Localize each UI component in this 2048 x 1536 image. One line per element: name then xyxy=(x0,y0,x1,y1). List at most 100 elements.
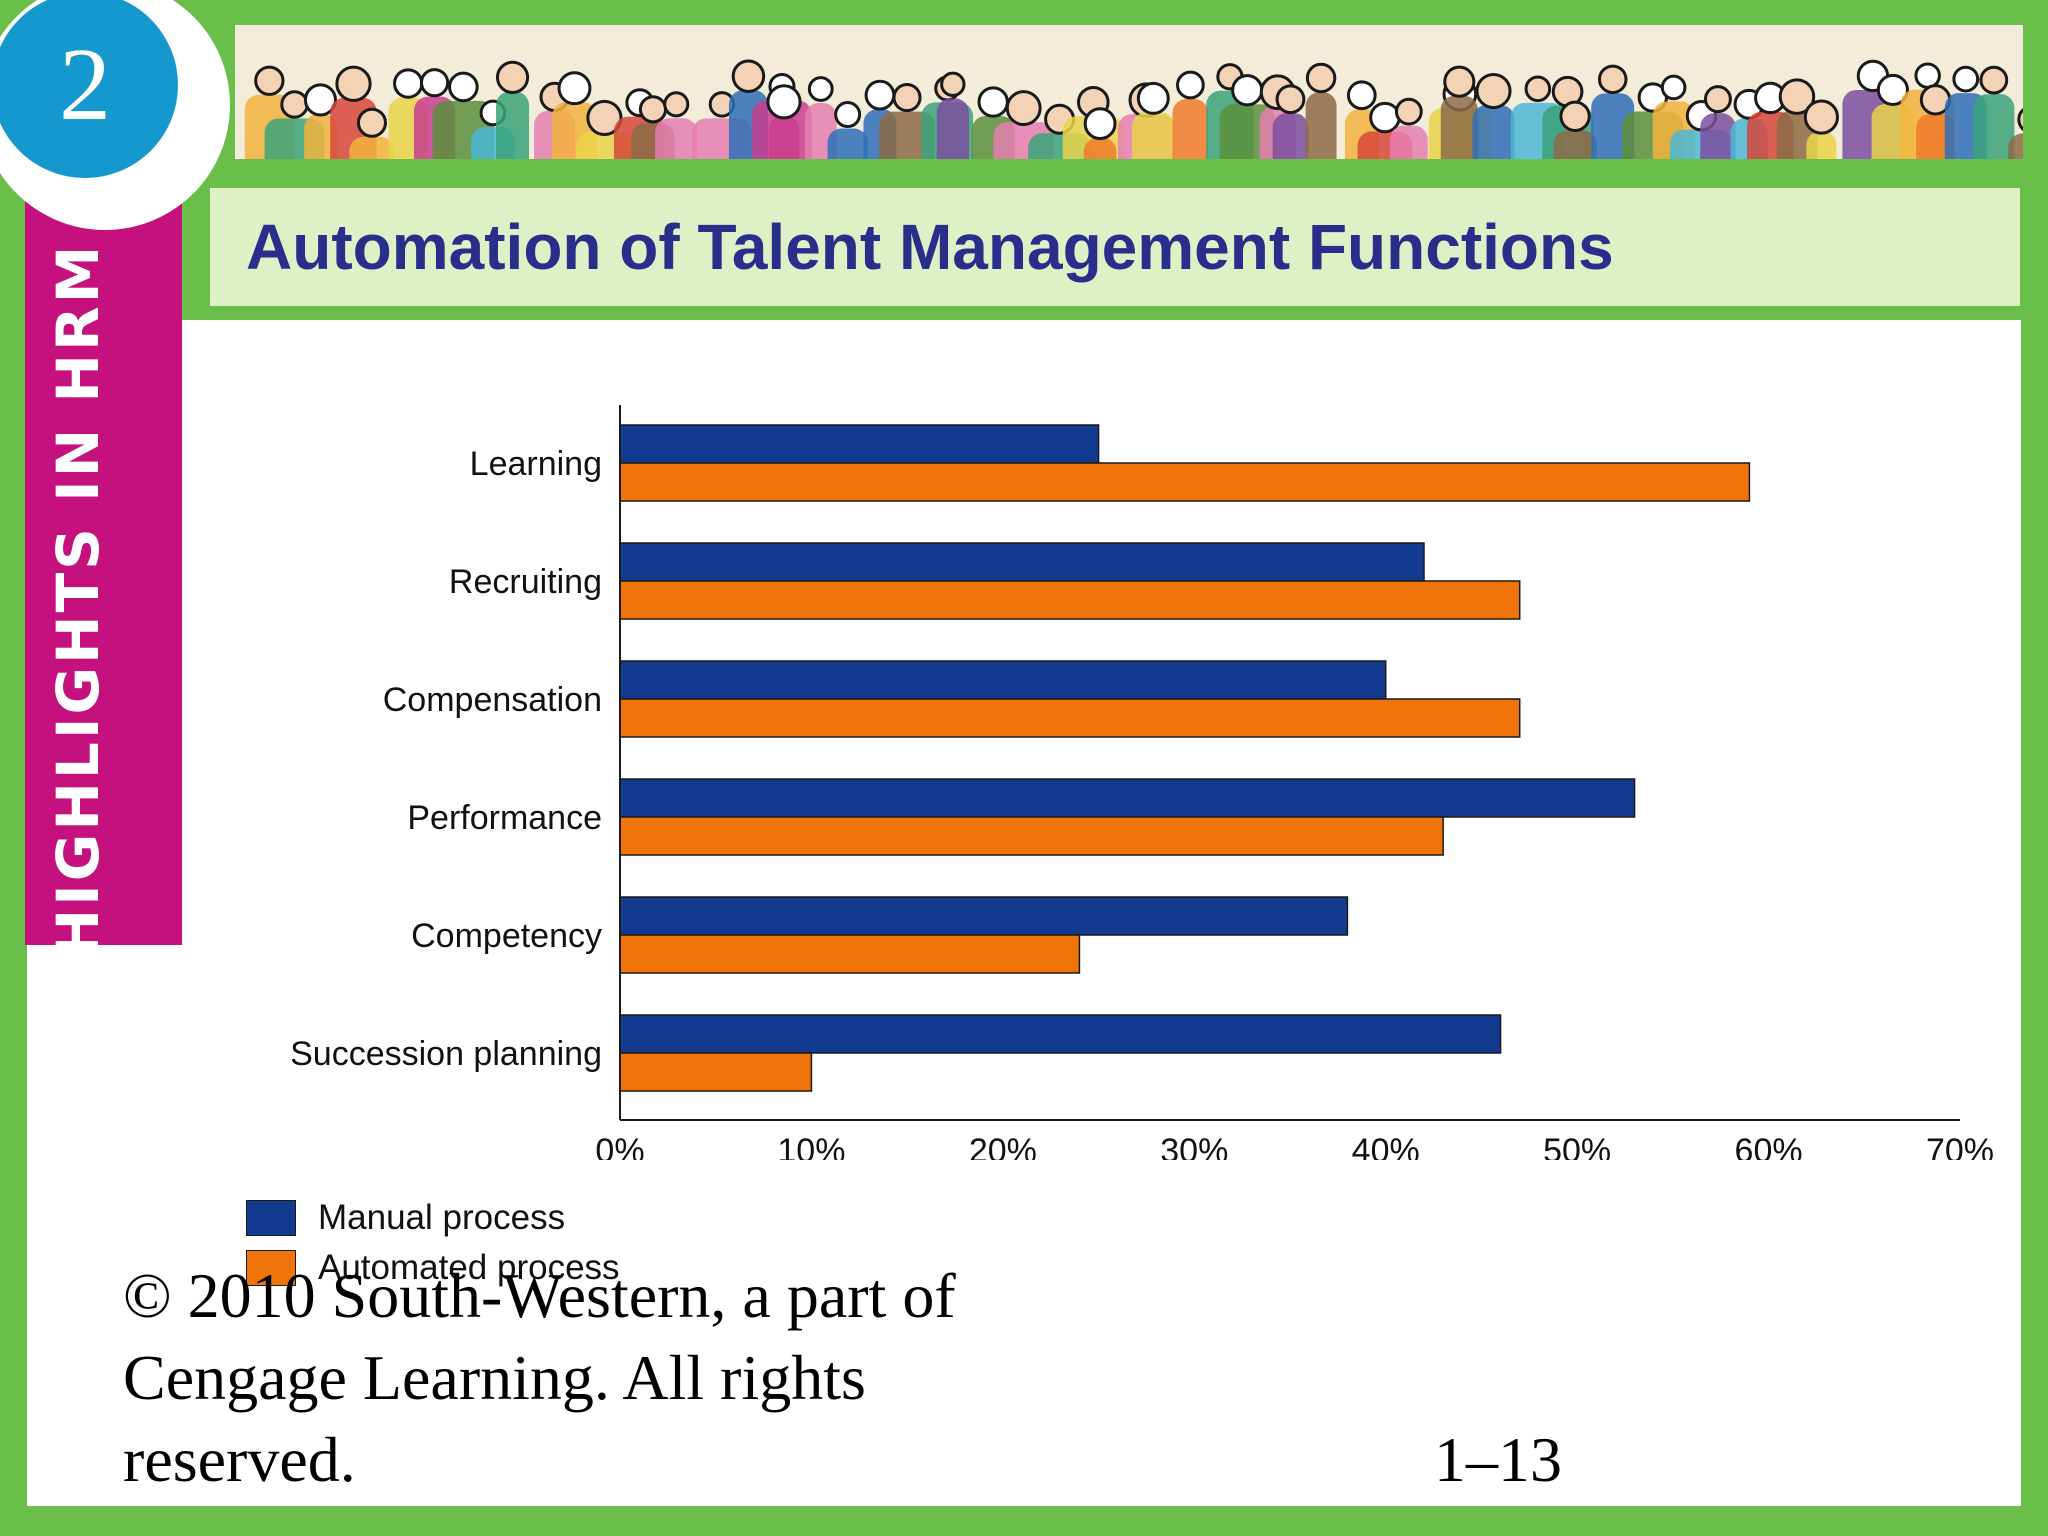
x-tick-label-0: 0% xyxy=(595,1132,644,1160)
side-tab xyxy=(25,195,182,945)
copyright-line-1: © 2010 South-Western, a part of xyxy=(123,1260,956,1331)
category-label-compensation: Compensation xyxy=(383,681,602,719)
crowd-figure-head xyxy=(1597,64,1628,95)
page-number: 1–13 xyxy=(1434,1424,1562,1495)
bar-learning-automated xyxy=(619,462,1751,502)
crowd-figure-body xyxy=(1700,113,1736,159)
crowd-figure-head xyxy=(254,65,285,96)
bar-competency-automated xyxy=(619,934,1081,974)
crowd-figure-body xyxy=(768,115,800,159)
crowd-figure-head xyxy=(766,84,802,120)
crowd-figure-head xyxy=(892,83,922,113)
bar-performance-manual xyxy=(619,778,1636,818)
crowd-figure-head xyxy=(1275,84,1306,115)
crowd-figure-head xyxy=(1979,65,2009,95)
crowd-figure-head xyxy=(1559,100,1591,132)
crowd-figure-head xyxy=(393,68,424,99)
crowd-figure-body xyxy=(936,98,969,159)
category-label-competency: Competency xyxy=(411,917,602,955)
crowd-figure-body xyxy=(304,113,337,159)
x-tick-label-7: 70% xyxy=(1926,1132,1994,1160)
bar-learning-manual xyxy=(619,424,1100,464)
crowd-figure-head xyxy=(1803,99,1839,135)
copyright-notice: © 2010 South-Western, a part of Cengage … xyxy=(123,1255,1083,1501)
category-label-learning: Learning xyxy=(470,445,602,483)
copyright-line-3: reserved. xyxy=(123,1424,356,1495)
crowd-figure-head xyxy=(834,101,862,129)
slide-title: Automation of Talent Management Function… xyxy=(246,211,1614,283)
x-tick-label-6: 60% xyxy=(1735,1132,1803,1160)
x-tick-label-5: 50% xyxy=(1543,1132,1611,1160)
crowd-figure-head xyxy=(1524,75,1552,103)
bar-chart: Learning Recruiting Compensation Performanc… xyxy=(290,405,1994,1160)
category-labels: Learning Recruiting Compensation Performanc… xyxy=(290,445,602,1073)
crowd-figure-head xyxy=(356,107,387,138)
crowd-figure-head xyxy=(1475,73,1512,110)
crowd-figure-body xyxy=(655,118,698,159)
crowd-figure-body xyxy=(827,128,868,159)
bar-compensation-manual xyxy=(619,660,1387,700)
x-tick-labels: 0% 10% 20% 30% 40% 50% 60% 70% xyxy=(595,1132,1994,1160)
crowd-figure-body xyxy=(349,136,395,159)
bar-recruiting-automated xyxy=(619,580,1521,620)
badge-backdrop: 2 xyxy=(0,0,230,230)
crowd-figure-body xyxy=(1472,105,1515,159)
crowd-figure-body xyxy=(1973,94,2015,159)
bar-competency-manual xyxy=(619,896,1349,936)
category-label-recruiting: Recruiting xyxy=(449,563,602,601)
crowd-figure-head xyxy=(495,60,530,94)
crowd-figure-head xyxy=(335,65,372,102)
x-tick-label-3: 30% xyxy=(1160,1132,1228,1160)
crowd-figure-head xyxy=(663,91,690,118)
bar-compensation-automated xyxy=(619,698,1521,738)
crowd-figure-head xyxy=(1443,65,1476,98)
crowd-figure-head xyxy=(303,83,337,117)
crowd-figure-head xyxy=(1083,107,1117,141)
crowd-figure-head xyxy=(864,79,896,111)
category-label-performance: Performance xyxy=(407,799,602,837)
crowd-figure-body xyxy=(1272,113,1309,159)
crowd-figure-head xyxy=(1176,70,1205,100)
crowd-figure-head xyxy=(977,86,1009,118)
axes xyxy=(619,405,1960,1121)
crowd-figure-head xyxy=(1346,80,1377,111)
chapter-badge: 2 xyxy=(0,0,178,178)
crowd-figure-head xyxy=(280,90,309,119)
crowd-figure-head xyxy=(1876,73,1909,107)
crowd-figure-body xyxy=(1440,95,1478,159)
crowd-illustration xyxy=(244,59,2023,159)
crowd-figure-head xyxy=(1394,97,1423,126)
crowd-figure-head xyxy=(940,71,966,97)
bar-recruiting-manual xyxy=(619,542,1425,582)
crowd-figure-body xyxy=(1553,130,1597,159)
crowd-figure-body xyxy=(1172,99,1209,159)
crowd-illustration-banner xyxy=(235,25,2023,159)
bar-succession-planning-manual xyxy=(619,1014,1502,1054)
crowd-figure-head xyxy=(1369,101,1401,134)
legend-swatch-manual xyxy=(246,1200,296,1236)
crowd-figure-body xyxy=(879,111,935,159)
legend-label-automated: Automated process xyxy=(318,1248,620,1287)
crowd-figure-body xyxy=(496,91,530,159)
crowd-figure-head xyxy=(1660,74,1687,101)
crowd-figure-head xyxy=(1778,78,1816,115)
crowd-figure-head xyxy=(2017,108,2023,132)
crowd-figure-body xyxy=(2008,133,2023,159)
crowd-figure-head xyxy=(419,68,450,98)
crowd-figure-head xyxy=(1136,81,1170,115)
crowd-figure-head xyxy=(557,71,592,106)
crowd-figure-head xyxy=(638,95,668,124)
crowd-figure-head xyxy=(448,71,479,103)
crowd-figure-head xyxy=(1231,74,1264,107)
crowd-figure-head xyxy=(1305,62,1337,94)
x-tick-label-4: 40% xyxy=(1352,1132,1420,1160)
bar-performance-automated xyxy=(619,816,1444,856)
crowd-figure-head xyxy=(1005,90,1042,127)
crowd-figure-head xyxy=(586,99,623,136)
bars-group xyxy=(619,424,1751,1092)
title-bar: Automation of Talent Management Function… xyxy=(210,188,2020,306)
crowd-figure-head xyxy=(1703,85,1732,114)
crowd-figure-head xyxy=(807,76,834,102)
crowd-figure-head xyxy=(1914,62,1941,89)
